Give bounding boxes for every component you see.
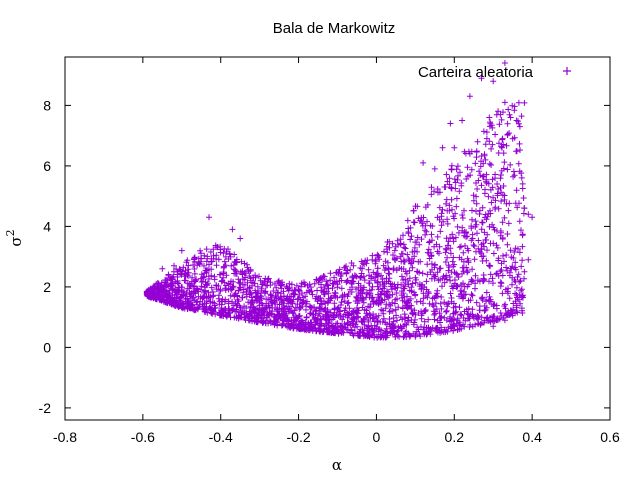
x-tick-label: 0.2 <box>445 429 465 445</box>
x-tick-label: 0 <box>373 429 381 445</box>
x-tick-label: -0.8 <box>53 429 77 445</box>
y-tick-label: -2 <box>39 400 52 416</box>
x-axis-label: α <box>332 456 342 474</box>
y-tick-label: 6 <box>43 158 51 174</box>
y-axis-label-superscript: 2 <box>4 229 17 236</box>
x-tick-label: -0.2 <box>287 429 311 445</box>
legend-plus-icon <box>563 67 571 75</box>
plot-frame <box>64 56 611 421</box>
x-axis: -0.8 -0.6 -0.4 -0.2 0 0.2 0.4 0.6 <box>53 57 620 445</box>
legend-marker <box>563 67 571 75</box>
y-tick-label: 4 <box>43 218 51 234</box>
chart-title: Bala de Markowitz <box>273 20 396 37</box>
x-tick-label: 0.6 <box>600 429 620 445</box>
legend: Carteira aleatoria <box>418 64 571 81</box>
data-points <box>143 60 536 341</box>
y-tick-label: 8 <box>43 97 51 113</box>
y-tick-label: 2 <box>43 279 51 295</box>
scatter-points <box>143 60 536 341</box>
y-tick-label: 0 <box>43 339 51 355</box>
legend-label: Carteira aleatoria <box>418 64 534 81</box>
x-tick-label: 0.4 <box>522 429 542 445</box>
y-axis-label-base: σ <box>7 236 25 246</box>
y-axis-label: σ2 <box>4 229 25 246</box>
x-tick-label: -0.4 <box>209 429 233 445</box>
y-axis: -2 0 2 4 6 8 <box>39 97 610 416</box>
x-tick-label: -0.6 <box>131 429 155 445</box>
